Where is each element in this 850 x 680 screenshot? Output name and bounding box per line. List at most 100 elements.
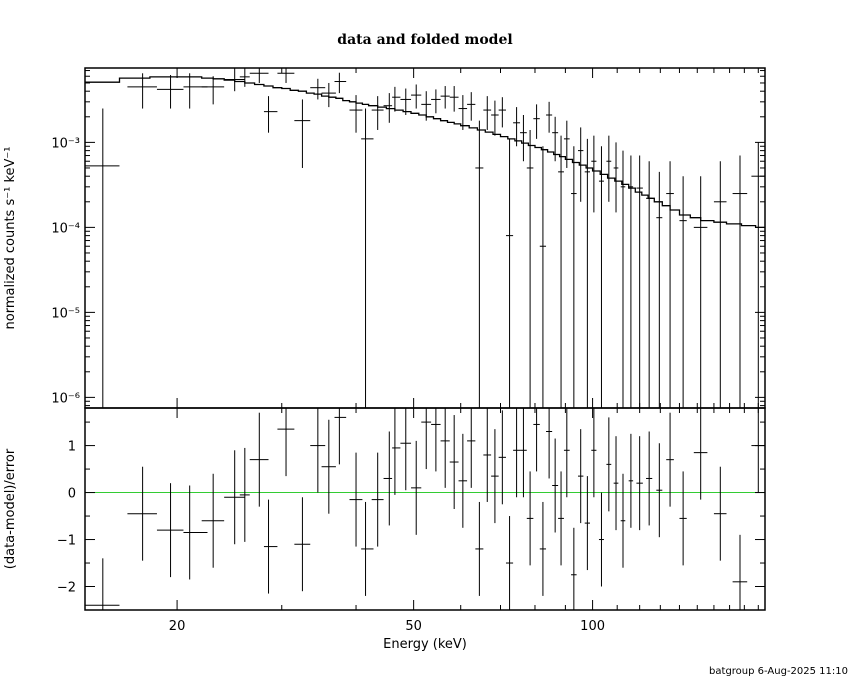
top-panel-frame — [84, 67, 766, 409]
residual-point — [613, 436, 619, 531]
data-point — [628, 155, 634, 408]
residual-point — [263, 499, 278, 594]
data-point — [224, 68, 245, 92]
residual-point — [449, 415, 459, 509]
residual-point — [156, 483, 184, 578]
model-curve — [85, 76, 765, 229]
residual-point — [392, 408, 401, 495]
data-point — [646, 161, 653, 408]
residual-point — [656, 443, 663, 538]
bottom-panel: 1 0 −1 −2 (data-model)/error — [3, 407, 766, 611]
y-tick-label: 10⁻⁴ — [51, 221, 80, 236]
bottom-panel-frame — [84, 407, 766, 611]
residual-point — [294, 497, 311, 592]
residual-point — [713, 466, 727, 561]
top-data-layer — [85, 68, 765, 408]
data-point — [552, 116, 559, 162]
footer-stamp: batgroup 6-Aug-2025 11:10 — [709, 666, 848, 677]
data-point — [571, 146, 577, 408]
data-point — [321, 82, 336, 108]
residual-point — [505, 516, 514, 610]
data-point — [383, 93, 393, 123]
residual-point — [636, 436, 643, 531]
residual-point — [539, 501, 547, 596]
residual-point — [598, 492, 604, 587]
data-point — [371, 96, 384, 130]
residual-point — [440, 408, 450, 488]
residual-point — [475, 501, 484, 596]
residual-point — [349, 452, 363, 547]
data-point — [620, 150, 626, 408]
residual-point — [483, 408, 492, 502]
residual-point — [666, 412, 674, 507]
residual-point — [571, 527, 577, 610]
data-point — [666, 161, 674, 408]
residual-point — [491, 429, 499, 524]
data-point — [249, 68, 269, 83]
residual-point — [183, 485, 208, 580]
residual-point — [732, 534, 748, 610]
residual-point — [85, 558, 120, 610]
data-point — [334, 72, 347, 94]
data-point — [411, 84, 422, 109]
data-point — [483, 96, 492, 130]
data-point — [349, 95, 363, 133]
data-point — [505, 138, 514, 408]
residual-point — [646, 431, 653, 526]
y-tick-label: 10⁻⁵ — [51, 306, 80, 321]
data-point — [491, 100, 499, 136]
data-point — [310, 78, 326, 100]
data-point — [520, 114, 527, 162]
residual-point — [533, 408, 540, 472]
residual-point — [679, 471, 687, 566]
data-point — [693, 176, 708, 408]
data-point — [201, 76, 225, 105]
data-point — [526, 129, 534, 408]
data-point — [546, 101, 553, 133]
residual-point — [421, 408, 432, 470]
residual-point — [751, 408, 765, 493]
data-point — [656, 171, 663, 408]
data-point — [636, 155, 643, 408]
data-point — [263, 96, 278, 133]
residual-point — [224, 450, 245, 545]
x-tick-label: 100 — [580, 619, 605, 634]
residual-point — [383, 431, 393, 526]
residual-point — [520, 408, 527, 498]
data-point — [467, 92, 476, 121]
x-axis: 20 50 100 — [169, 68, 759, 634]
data-point — [156, 75, 184, 109]
residual-point — [591, 408, 597, 498]
residual-point — [411, 440, 422, 535]
residual-point — [498, 410, 506, 505]
data-point — [85, 108, 120, 408]
residual-point — [458, 433, 468, 528]
residual-point — [693, 408, 708, 500]
residual-point — [546, 408, 553, 479]
data-point — [533, 104, 540, 139]
data-point — [563, 120, 570, 168]
y-tick-label: 10⁻⁶ — [51, 391, 80, 406]
data-point — [577, 127, 584, 202]
residual-point — [249, 412, 269, 507]
top-panel: 10⁻³ 10⁻⁴ 10⁻⁵ 10⁻⁶ normalized counts s⁻¹ k… — [3, 67, 766, 409]
residual-point — [563, 408, 570, 498]
residual-point — [552, 438, 559, 533]
chart-title: data and folded model — [337, 32, 512, 48]
residual-point — [526, 471, 534, 566]
data-point — [239, 68, 250, 87]
data-point — [392, 86, 401, 112]
y-tick-label: 10⁻³ — [51, 136, 80, 151]
x-tick-label: 20 — [169, 619, 186, 634]
residual-point — [558, 471, 564, 566]
data-point — [277, 68, 295, 83]
data-point — [421, 91, 432, 121]
residual-point — [584, 476, 590, 571]
residual-point — [628, 433, 634, 528]
data-point — [539, 146, 547, 408]
data-point — [606, 135, 612, 202]
residual-point — [620, 473, 626, 568]
y-tick-label: −2 — [57, 581, 76, 596]
data-point — [431, 89, 441, 114]
